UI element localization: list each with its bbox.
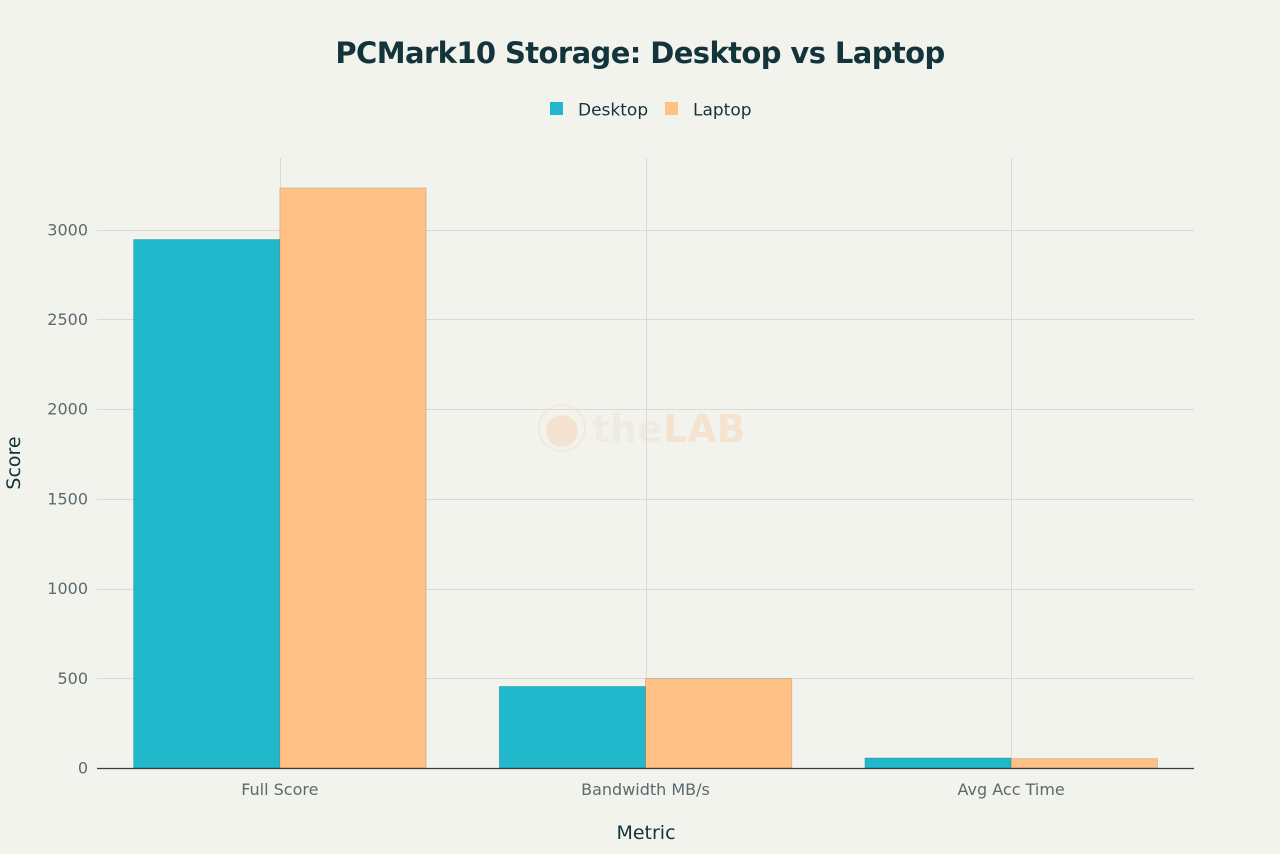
bar-desktop-avg-acc-time[interactable] (864, 757, 1012, 769)
y-tick-labels: 0 500 1000 1500 2000 2500 3000 (47, 220, 88, 777)
legend-label-desktop: Desktop (578, 101, 648, 121)
flask-icon (546, 415, 578, 447)
y-tick-label-1500: 1500 (47, 489, 88, 508)
y-tick-label-3000: 3000 (47, 220, 88, 239)
legend: Desktop Laptop (550, 101, 752, 121)
bar-laptop-full-score[interactable] (279, 187, 427, 769)
bars (133, 187, 1158, 769)
x-tick-label-avg-acc-time: Avg Acc Time (958, 780, 1065, 799)
y-tick-label-1000: 1000 (47, 579, 88, 598)
legend-swatch-laptop (665, 102, 678, 115)
bar-desktop-full-score[interactable] (133, 239, 281, 769)
x-axis-title: Metric (616, 822, 675, 844)
y-tick-label-500: 500 (57, 669, 88, 688)
legend-swatch-desktop (550, 102, 563, 115)
watermark: theLAB (538, 404, 746, 452)
watermark-the: the (592, 407, 663, 451)
y-tick-label-2000: 2000 (47, 400, 88, 419)
bar-laptop-avg-acc-time[interactable] (1010, 758, 1158, 769)
watermark-text: theLAB (592, 407, 746, 451)
watermark-ring (538, 404, 586, 452)
bar-desktop-bandwidth-mb-s[interactable] (498, 685, 646, 769)
x-tick-label-bandwidth-mb-s: Bandwidth MB/s (581, 780, 710, 799)
watermark-lab: LAB (663, 407, 746, 451)
y-tick-label-2500: 2500 (47, 310, 88, 329)
chart-title: PCMark10 Storage: Desktop vs Laptop (335, 36, 944, 70)
x-tick-label-full-score: Full Score (241, 780, 318, 799)
y-axis-title: Score (3, 436, 25, 489)
y-tick-label-0: 0 (78, 759, 88, 778)
x-tick-labels: Full Score Bandwidth MB/s Avg Acc Time (241, 780, 1065, 799)
bar-laptop-bandwidth-mb-s[interactable] (645, 678, 793, 769)
legend-label-laptop: Laptop (693, 101, 752, 121)
